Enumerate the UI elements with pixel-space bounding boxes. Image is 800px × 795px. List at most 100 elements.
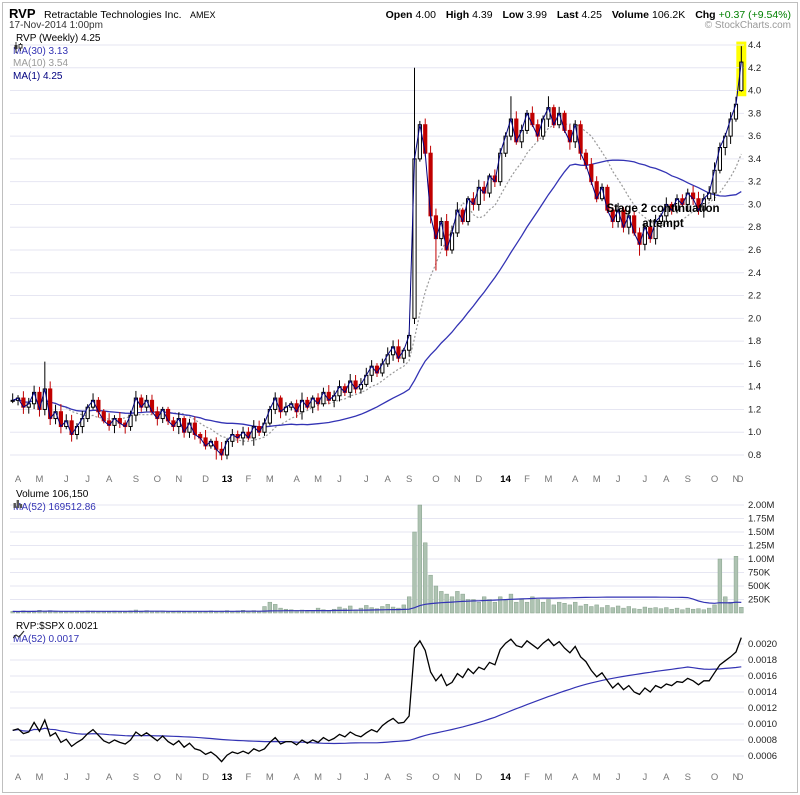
volume-legend-title: Volume 106,150 [16,489,89,500]
svg-text:1.4: 1.4 [748,382,761,393]
svg-text:D: D [475,772,482,783]
instrument-title: RVP Retractable Technologies Inc. AMEX [9,5,215,23]
svg-text:M: M [266,772,274,783]
high-label: High [445,9,470,21]
chg-value: +0.37 (+9.54%) [718,9,791,21]
svg-text:D: D [202,772,209,783]
svg-text:M: M [544,772,552,783]
ratio-ma-legend: MA(52) 0.0017 [13,633,80,645]
svg-text:250K: 250K [748,595,771,606]
svg-text:2.00M: 2.00M [748,500,774,511]
volume-value: 106.2K [651,9,686,21]
svg-text:J: J [616,772,621,783]
svg-text:0.0008: 0.0008 [748,735,777,746]
svg-text:A: A [572,474,579,485]
price-legend: RVP (Weekly) 4.25 MA(30) 3.13 MA(10) 3.5… [13,33,100,83]
low-value: 3.99 [526,9,547,21]
svg-text:0.0018: 0.0018 [748,655,777,666]
svg-text:M: M [36,474,44,485]
svg-text:2.0: 2.0 [748,313,761,324]
svg-text:1.00M: 1.00M [748,554,774,565]
svg-text:O: O [711,772,718,783]
svg-text:14: 14 [500,772,511,783]
svg-text:J: J [85,474,90,485]
svg-text:D: D [202,474,209,485]
svg-text:D: D [475,474,482,485]
svg-text:O: O [432,474,439,485]
svg-text:J: J [364,474,369,485]
svg-text:S: S [685,474,691,485]
high-value: 4.39 [472,9,493,21]
svg-text:3.0: 3.0 [748,199,761,210]
svg-text:4.4: 4.4 [748,40,761,51]
svg-text:1.75M: 1.75M [748,514,774,525]
exchange-label: AMEX [189,10,216,20]
svg-text:J: J [85,772,90,783]
svg-text:S: S [685,772,691,783]
volume-panel: 2.00M 1.75M 1.50M 1.25M 1.00M 750K 500K 250K [10,500,774,614]
svg-text:A: A [15,474,22,485]
svg-text:3.4: 3.4 [748,154,761,165]
svg-text:4.0: 4.0 [748,86,761,97]
svg-text:M: M [314,772,322,783]
svg-text:M: M [314,474,322,485]
svg-text:2.8: 2.8 [748,222,761,233]
svg-text:3.6: 3.6 [748,131,761,142]
x-axis-labels-top: A M J J A S O N D 13 F M A M J J A S O N D 14 F M A M J J A S O ND [15,474,744,485]
volume-label: Volume [611,9,649,21]
svg-text:A: A [663,474,670,485]
ticker-symbol: RVP [9,6,36,21]
svg-text:O: O [154,772,161,783]
svg-text:500K: 500K [748,581,771,592]
quote-summary: Open 4.00 High 4.39 Low 3.99 Last 4.25 Volum… [379,9,791,21]
svg-text:2.2: 2.2 [748,291,761,302]
volume-legend-title-row: Volume 106,150 [13,489,96,508]
ratio-legend: RVP:$SPX 0.0021 MA(52) 0.0017 [13,621,98,646]
svg-text:S: S [133,772,139,783]
svg-text:A: A [106,474,113,485]
svg-text:750K: 750K [748,568,771,579]
x-axis-labels-bottom: A M J J A S O N D 13 F M A M J J A S O N D 14 F M A M J J A S O ND [15,772,744,783]
svg-text:N: N [175,474,182,485]
open-value: 4.00 [415,9,436,21]
last-value: 4.25 [581,9,602,21]
svg-text:A: A [572,772,579,783]
svg-text:D: D [737,772,744,783]
svg-text:M: M [36,772,44,783]
svg-text:D: D [737,474,744,485]
svg-text:J: J [616,474,621,485]
stage2-annotation: Stage 2 continuation attempt [606,203,720,230]
svg-text:A: A [385,772,392,783]
chg-label: Chg [695,9,716,21]
svg-text:F: F [524,772,530,783]
company-name: Retractable Technologies Inc. [43,9,182,21]
low-label: Low [502,9,524,21]
svg-text:M: M [593,772,601,783]
price-chart-panel: 4.4 4.2 4.0 3.8 3.6 3.4 3.2 3.0 2.8 2.6 2.4 2.2 2.0 1… [10,40,761,461]
svg-text:F: F [246,474,252,485]
volume-legend: Volume 106,150 MA(52) 169512.86 [13,489,96,514]
svg-text:J: J [643,474,648,485]
svg-text:13: 13 [222,474,233,485]
ma30-legend: MA(30) 3.13 [13,45,69,57]
svg-text:F: F [246,772,252,783]
svg-text:1.6: 1.6 [748,359,761,370]
copyright: © StockCharts.com [704,20,791,31]
svg-text:2.4: 2.4 [748,268,761,279]
ratio-legend-title: RVP:$SPX 0.0021 [16,621,99,632]
svg-text:A: A [15,772,22,783]
svg-text:M: M [593,474,601,485]
svg-text:0.0012: 0.0012 [748,703,777,714]
svg-text:N: N [733,474,740,485]
svg-text:A: A [663,772,670,783]
ratio-legend-title-row: RVP:$SPX 0.0021 [13,621,99,639]
svg-text:J: J [643,772,648,783]
svg-text:O: O [711,474,718,485]
svg-text:13: 13 [222,772,233,783]
svg-text:F: F [524,474,530,485]
svg-text:0.0006: 0.0006 [748,751,777,762]
svg-text:1.0: 1.0 [748,427,761,438]
svg-text:0.0010: 0.0010 [748,719,777,730]
svg-text:4.2: 4.2 [748,63,761,74]
